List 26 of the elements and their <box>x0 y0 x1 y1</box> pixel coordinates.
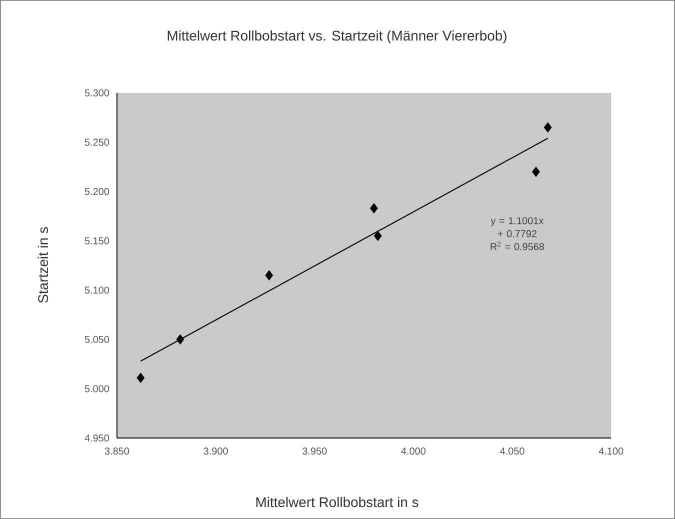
point <box>176 334 184 345</box>
x-tick-label: 3.850 <box>104 448 130 455</box>
annotation: R$^{2}$ = 0.9568 <box>490 242 544 250</box>
point <box>374 230 382 242</box>
point <box>370 203 378 214</box>
point <box>265 270 274 281</box>
x-tick-label: 4.000 <box>401 448 426 455</box>
point <box>544 122 552 133</box>
y-tick-label: 5.000 <box>84 385 110 392</box>
y-tick-label: 5.050 <box>84 336 110 343</box>
chart-title: Mittelwert Rollbobstart vs. Startzeit (Männer Viererbob) <box>168 30 506 44</box>
y-tick-label: 5.150 <box>84 237 110 244</box>
point <box>532 166 540 178</box>
y-tick-label: 5.300 <box>84 89 110 96</box>
x-tick-label: 4.050 <box>500 448 524 455</box>
annotation: y = 1.1001x + 0.7792 <box>490 217 544 238</box>
x-tick-label: 4.100 <box>598 448 624 455</box>
point <box>136 372 145 384</box>
x-tick-label: 3.900 <box>204 448 228 455</box>
x-axis-title: Mittelwert Rollbobstart in s <box>256 496 418 508</box>
x-tick-label: 3.950 <box>302 448 327 455</box>
y-axis-title: Startzeit in s <box>38 227 48 303</box>
y-tick-label: 5.200 <box>84 188 110 196</box>
y-tick-label: 4.950 <box>84 434 110 442</box>
y-tick-label: 5.250 <box>84 138 110 146</box>
y-tick-label: 5.100 <box>84 286 110 294</box>
